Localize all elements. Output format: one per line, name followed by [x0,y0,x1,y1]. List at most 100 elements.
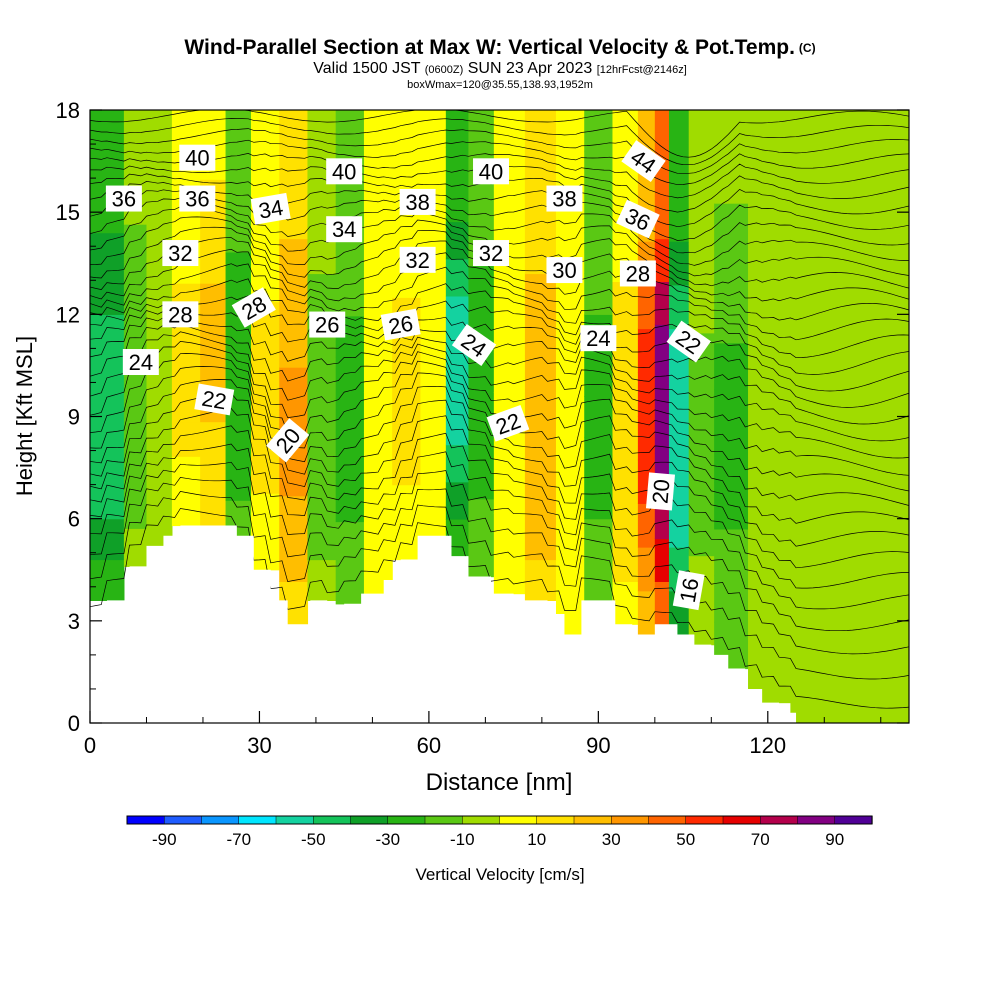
velocity-cell [555,503,585,548]
velocity-cell [146,473,173,511]
velocity-cell [90,314,125,356]
svg-text:24: 24 [129,350,153,375]
isentrope-line [90,189,909,254]
velocity-cell [748,455,791,506]
isentrope-line [90,263,909,359]
isentrope-label: 22 [486,404,530,442]
isentrope-label: 28 [619,260,656,287]
svg-text:38: 38 [552,187,576,212]
isentrope-label: 26 [309,311,346,338]
velocity-cell [846,569,909,622]
isentrope-line [90,341,909,476]
colorbar-tick-label: -90 [152,830,177,849]
svg-text:40: 40 [332,159,356,184]
colorbar-swatch [685,815,724,825]
velocity-cell [846,620,909,673]
velocity-cell [688,243,715,289]
colorbar-swatch [424,815,463,825]
isentrope-line [90,477,909,655]
velocity-cell [748,208,791,259]
velocity-cell [584,396,614,438]
colorbar-swatch [797,815,836,825]
isentrope-line [90,461,909,632]
svg-text:40: 40 [479,159,503,184]
velocity-cell [637,328,656,373]
velocity-cell [688,199,715,245]
velocity-cell [392,522,422,561]
velocity-cell [445,295,470,334]
colorbar-swatch [238,815,277,825]
isentrope-label: 40 [179,144,216,171]
velocity-cell [200,352,227,388]
velocity-cell [200,110,227,146]
velocity-cell [612,409,639,454]
velocity-cell [225,110,252,147]
colorbar-swatch [536,815,575,825]
velocity-cell [714,110,749,158]
velocity-cell [654,409,670,454]
velocity-cell [493,472,526,514]
isentrope-line [90,310,909,408]
velocity-cell [200,248,227,284]
velocity-cell [123,262,148,301]
velocity-cell [90,559,125,601]
velocity-cell [688,377,715,423]
velocity-cell [171,490,201,527]
velocity-cell [654,324,670,368]
isentrope-line [90,295,909,392]
velocity-cell [654,538,670,582]
velocity-cell [612,452,639,497]
velocity-cell [493,553,526,595]
velocity-cell [612,581,639,625]
colorbar-swatch [834,815,873,825]
velocity-cell [524,477,557,520]
velocity-cell [790,467,848,520]
svg-text:16: 16 [675,576,704,604]
svg-text:36: 36 [185,187,209,212]
isentrope-label: 32 [162,240,199,267]
velocity-cell [225,145,252,182]
velocity-cell [714,575,749,623]
isentrope-line [90,317,909,425]
velocity-cell [668,415,690,461]
velocity-cell [524,110,557,152]
velocity-cell [688,511,715,557]
velocity-cell [790,110,848,162]
velocity-cell [200,456,227,492]
velocity-cell [748,505,791,556]
colorbar-tick-label: 50 [676,830,695,849]
velocity-cell [846,263,909,315]
svg-text:34: 34 [332,217,356,242]
velocity-cell [688,288,715,334]
velocity-cell [524,314,557,356]
colorbar-frame [126,815,873,825]
isentrope-label: 36 [105,185,142,212]
velocity-cell [225,429,252,466]
svg-text:30: 30 [552,258,576,283]
velocity-cell [225,322,252,359]
isentrope-label: 24 [580,325,617,352]
velocity-cell [714,156,749,204]
velocity-cell [445,370,470,409]
velocity-cell [200,490,227,527]
colorbar-label: Vertical Velocity [cm/s] [415,865,584,884]
box-info: boxWmax=120@35.55,138.93,1952m [407,79,593,91]
isentrope-label: 34 [326,216,363,243]
x-tick-label: 90 [586,733,610,758]
velocity-cell [123,300,148,339]
velocity-cell [250,148,280,188]
velocity-cell [123,452,148,491]
velocity-cell [846,161,909,213]
velocity-cell [123,490,148,529]
velocity-cell [584,273,614,315]
velocity-cell [468,537,495,578]
isentrope-label: 32 [473,240,510,267]
colorbar-swatch [499,815,538,825]
velocity-cell [555,415,585,461]
velocity-cell [363,472,393,514]
velocity-cell [392,447,422,486]
velocity-cell [637,590,656,636]
velocity-cell [200,213,227,250]
isentrope-line [90,139,909,186]
velocity-cell [392,147,422,186]
